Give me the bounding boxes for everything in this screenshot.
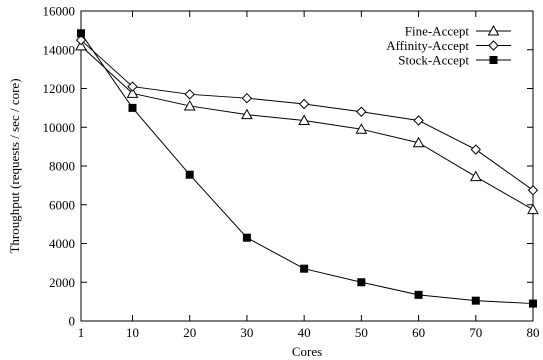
x-tick-label: 30 — [240, 325, 253, 340]
series-line-stock-accept — [80, 32, 534, 305]
series-line-fine-accept — [80, 45, 534, 211]
data-point-stock-accept — [529, 299, 537, 308]
data-point-stock-accept — [414, 290, 423, 299]
data-point-fine-accept — [527, 203, 539, 215]
x-tick-label: 50 — [355, 325, 368, 340]
x-tick-label: 10 — [126, 325, 139, 340]
data-point-affinity-accept — [356, 106, 367, 117]
data-point-affinity-accept — [241, 92, 253, 104]
data-point-fine-accept — [355, 123, 368, 134]
data-point-fine-accept — [75, 39, 87, 51]
data-point-stock-accept — [77, 29, 85, 38]
y-tick-label: 12000 — [43, 81, 76, 96]
data-point-affinity-accept — [298, 98, 310, 110]
data-point-fine-accept — [469, 170, 482, 182]
data-point-stock-accept — [242, 233, 251, 242]
data-point-fine-accept — [241, 108, 253, 120]
data-point-fine-accept — [126, 87, 139, 98]
legend-marker-affinity-accept — [488, 40, 499, 51]
data-point-stock-accept — [300, 264, 309, 273]
data-point-fine-accept — [412, 136, 425, 148]
x-tick-label: 70 — [469, 325, 482, 340]
legend-item-stock-accept: Stock-Accept — [398, 53, 511, 68]
data-point-stock-accept — [471, 296, 480, 305]
x-tick-label: 80 — [527, 325, 540, 340]
data-point-affinity-accept — [184, 89, 195, 100]
data-point-affinity-accept — [127, 81, 138, 92]
y-tick-label: 10000 — [43, 120, 76, 135]
series-affinity-accept — [75, 34, 539, 196]
data-point-stock-accept — [185, 170, 194, 179]
data-point-stock-accept — [357, 278, 366, 287]
y-tick-label: 14000 — [43, 42, 76, 57]
legend-label: Fine-Accept — [405, 24, 470, 39]
x-tick-label: 1 — [78, 325, 85, 340]
legend-item-fine-accept: Fine-Accept — [405, 24, 511, 39]
y-tick-label: 6000 — [49, 197, 75, 212]
legend-label: Affinity-Accept — [386, 38, 469, 53]
data-point-affinity-accept — [527, 185, 539, 196]
y-tick-label: 16000 — [43, 4, 76, 19]
legend-marker-stock-accept — [489, 56, 498, 64]
y-tick-label: 8000 — [49, 159, 75, 174]
series-fine-accept — [75, 39, 539, 215]
series-layer — [75, 29, 539, 308]
x-tick-label: 20 — [183, 325, 196, 340]
data-point-affinity-accept — [75, 34, 87, 46]
y-tick-label: 4000 — [49, 236, 75, 251]
ticks: 0 2000 4000 6000 8000 10000 12000 14000 16000 1 10… — [43, 4, 540, 341]
data-point-affinity-accept — [413, 115, 424, 126]
data-point-fine-accept — [298, 114, 310, 125]
series-stock-accept — [77, 29, 537, 308]
y-axis-title: Throughput (requests / sec / core) — [7, 78, 22, 253]
y-tick-label: 0 — [69, 314, 76, 329]
x-axis-title: Cores — [292, 344, 322, 359]
data-point-fine-accept — [183, 99, 196, 111]
x-tick-label: 40 — [298, 325, 311, 340]
legend-label: Stock-Accept — [398, 53, 469, 68]
y-tick-label: 2000 — [49, 275, 75, 290]
data-point-affinity-accept — [470, 144, 481, 155]
x-tick-label: 60 — [412, 325, 425, 340]
legend-marker-fine-accept — [487, 24, 500, 36]
legend-item-affinity-accept: Affinity-Accept — [386, 38, 511, 53]
data-point-stock-accept — [128, 103, 137, 112]
